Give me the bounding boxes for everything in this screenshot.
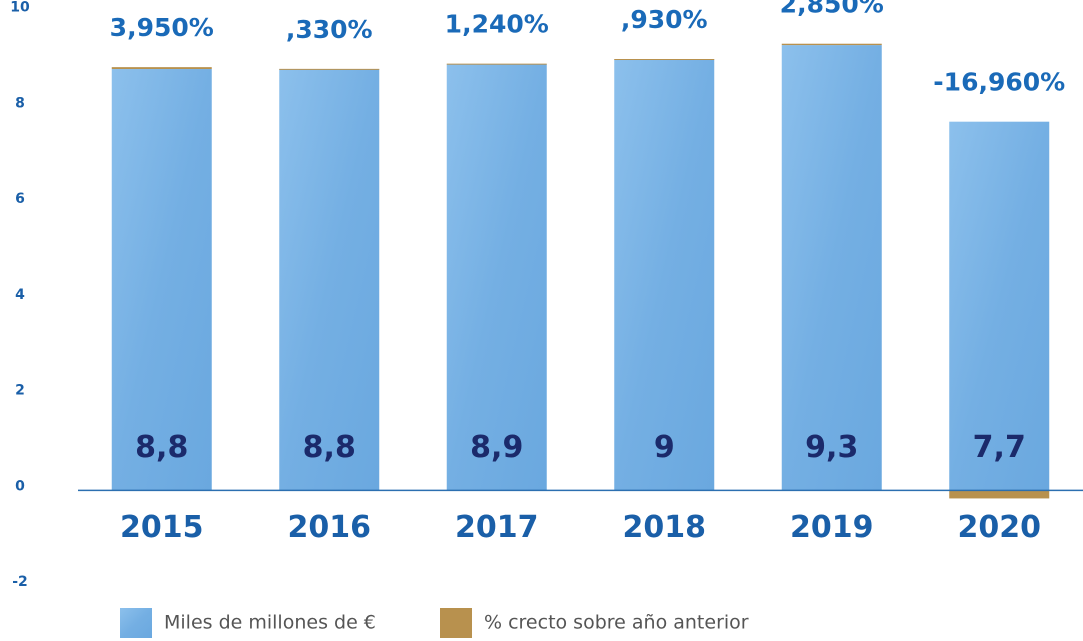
y-tick-label: 10 (10, 0, 30, 16)
legend-swatch (120, 608, 152, 638)
x-tick-label: 2015 (120, 510, 204, 545)
bar-segment (279, 68, 380, 70)
bar-segment (111, 69, 212, 491)
bar-segment (781, 43, 882, 46)
value-label: ,330% (286, 15, 373, 44)
bar-segment (949, 121, 1050, 491)
x-tick-label: 2016 (288, 510, 372, 545)
value-label: 8,8 (303, 430, 356, 465)
value-label: 1,240% (445, 10, 549, 39)
bar-segment (614, 59, 715, 61)
y-tick-label: -2 (12, 574, 28, 590)
value-label: 2,850% (780, 0, 884, 19)
bar-segment (111, 67, 212, 70)
value-label: -16,960% (933, 68, 1065, 97)
value-label: 9 (654, 430, 675, 465)
y-tick-label: 8 (15, 95, 25, 111)
value-label: ,930% (621, 5, 708, 34)
x-tick-label: 2019 (790, 510, 874, 545)
y-tick-label: 0 (15, 478, 25, 494)
value-label: 7,7 (973, 430, 1026, 465)
bar-segment (781, 45, 882, 491)
x-tick-label: 2020 (958, 510, 1042, 545)
legend-label: Miles de millones de € (164, 612, 376, 634)
bar-segment (614, 59, 715, 491)
y-tick-label: 4 (15, 287, 25, 303)
value-label: 3,950% (110, 13, 214, 42)
bar-segment (949, 490, 1050, 499)
y-tick-label: 2 (15, 383, 25, 399)
bar-segment (446, 63, 547, 65)
value-label: 8,8 (135, 430, 188, 465)
value-label: 8,9 (470, 430, 523, 465)
legend-label: % crecto sobre año anterior (484, 612, 749, 634)
x-tick-label: 2018 (623, 510, 707, 545)
value-label: 9,3 (805, 430, 858, 465)
legend-swatch (440, 608, 472, 638)
x-tick-label: 2017 (455, 510, 539, 545)
y-tick-label: 6 (15, 191, 25, 207)
bar-segment (446, 64, 547, 491)
bar-segment (279, 69, 380, 491)
